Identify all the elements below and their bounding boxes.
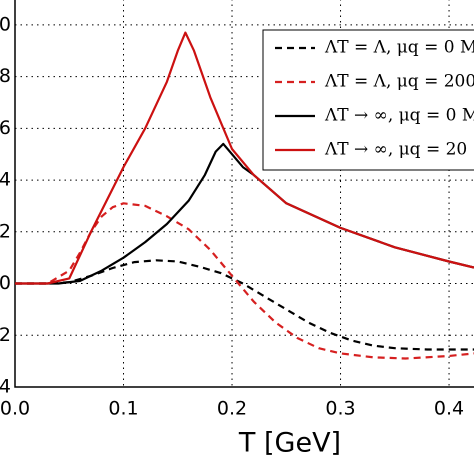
y-tick-label: 0.0: [0, 272, 11, 294]
y-tick-label: 1.0: [0, 13, 11, 35]
line-series: [15, 259, 474, 351]
x-tick-label: 0.3: [325, 398, 355, 420]
legend-label: ΛT → ∞, μq = 0 M: [324, 106, 474, 126]
legend-label: ΛT → ∞, μq = 20: [324, 140, 467, 160]
line-series: [15, 202, 474, 360]
y-tick-label: 0.8: [0, 65, 11, 87]
legend-label: ΛT = Λ, μq = 0 M: [324, 38, 474, 58]
y-tick-label: −0.2: [0, 324, 11, 346]
line-series: [15, 31, 474, 285]
y-tick-label: 0.2: [0, 220, 11, 242]
legend-box: [262, 29, 474, 171]
x-tick-label: 0.2: [217, 398, 247, 420]
x-tick-label: 0.1: [108, 398, 138, 420]
y-tick-label: −0.4: [0, 376, 11, 398]
x-axis-label: T [GeV]: [238, 428, 341, 459]
y-tick-label: 0.6: [0, 117, 11, 139]
y-tick-label: 0.4: [0, 169, 11, 191]
x-tick-label: 0.0: [0, 398, 30, 420]
plot-frame: [14, 0, 474, 388]
x-tick-label: 0.4: [434, 398, 464, 420]
legend-label: ΛT = Λ, μq = 200: [324, 72, 474, 92]
